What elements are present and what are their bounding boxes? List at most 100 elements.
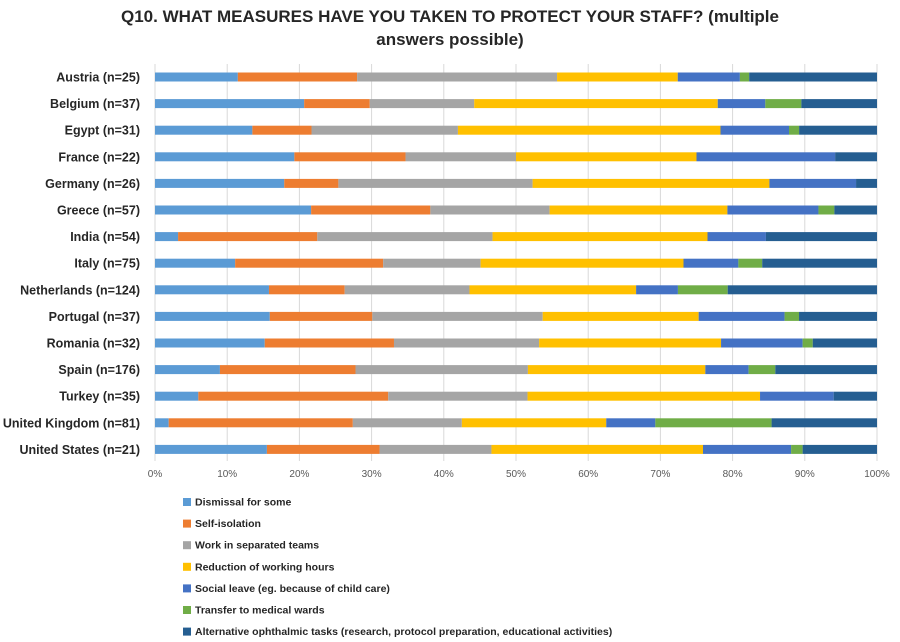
bar-segment [532,178,770,188]
category-label: Netherlands (n=124) [20,283,140,297]
legend-label: Dismissal for some [195,497,291,509]
x-tick-label: 40% [434,469,454,480]
bar-segment [294,152,406,162]
bar-segment [749,72,877,82]
category-label: Romania (n=32) [47,337,140,351]
bar-segment [802,444,877,454]
bar-segment [219,365,356,375]
bar-segment [352,418,462,428]
bar-segment [474,99,718,109]
bar-segment [268,285,345,295]
bar-segment [802,338,813,348]
category-label: Italy (n=75) [74,257,140,271]
bar-segment [304,99,370,109]
bar-segment [655,418,772,428]
bar-segment [856,178,877,188]
x-tick-label: 20% [289,469,309,480]
bar-segment [372,311,543,321]
category-label: India (n=54) [70,230,140,244]
legend-label: Reduction of working hours [195,561,335,573]
category-label: Turkey (n=35) [59,390,140,404]
x-tick-label: 70% [650,469,670,480]
bar-segment [727,285,877,295]
bar-segment [383,258,481,268]
bar-segment [388,391,528,401]
bar-segment [338,178,533,188]
bar-segment [720,125,790,135]
bar-segment [264,338,394,348]
bar-segment [311,125,458,135]
bar-segment [461,418,607,428]
bar-segment [155,178,285,188]
bar-segment [355,365,528,375]
bar-segment [155,72,238,82]
bar-segment [155,391,199,401]
bar-segment [379,444,492,454]
bar-segment [717,99,766,109]
x-tick-label: 50% [506,469,526,480]
bar-segment [818,205,835,215]
bar-segment [765,232,877,242]
bar-segment [636,285,678,295]
bar-segment [168,418,353,428]
bar-segment [317,232,493,242]
bar-segment [393,338,540,348]
bar-segment [284,178,339,188]
bar-segment [791,444,803,454]
bar-segment [155,338,265,348]
bar-segment [705,365,749,375]
x-tick-label: 0% [148,469,163,480]
bar-segment [516,152,697,162]
bar-segment [235,258,384,268]
bar-segment [698,311,785,321]
x-axis-tick-labels: 0% 10% 20% 30% 40% 50% 60% 70% 80% 90% 100% [148,469,890,480]
bar-segment [738,258,763,268]
bar-segment [405,152,516,162]
bar-segment [492,232,708,242]
bar-segment [769,178,857,188]
bar-segment [430,205,550,215]
category-label: Egypt (n=31) [65,124,140,138]
bar-segment [683,258,739,268]
bar-segment [527,365,706,375]
bar-segment [760,391,834,401]
legend-label: Work in separated teams [195,540,319,552]
bar-segment [155,258,236,268]
bar-segment [542,311,699,321]
bar-segment [155,285,269,295]
bar-segment [178,232,318,242]
category-label: Austria (n=25) [56,71,140,85]
x-tick-label: 90% [795,469,815,480]
bar-segment [812,338,877,348]
chart-title-line-2: answers possible) [376,30,523,49]
legend-swatch [183,541,191,550]
bars [155,72,877,454]
category-labels: Austria (n=25) Belgium (n=37) Egypt (n=31)… [3,71,140,457]
bar-segment [155,311,270,321]
bar-segment [480,258,684,268]
bar-segment [457,125,721,135]
legend-label: Social leave (eg. because of child care) [195,583,390,595]
bar-segment [357,72,558,82]
bar-segment [789,125,800,135]
bar-segment [707,232,766,242]
bar-segment [721,338,803,348]
legend-label: Transfer to medical wards [195,605,325,617]
legend-label: Self-isolation [195,518,261,530]
category-label: United States (n=21) [19,443,140,457]
chart-title-line-1: Q10. WHAT MEASURES HAVE YOU TAKEN TO PRO… [121,7,779,26]
bar-segment [801,99,877,109]
legend: Dismissal for some Self-isolation Work in … [183,497,612,638]
bar-segment [784,311,800,321]
bar-segment [539,338,722,348]
legend-swatch [183,627,191,636]
bar-segment [237,72,358,82]
bar-segment [266,444,380,454]
category-label: Greece (n=57) [57,204,140,218]
bar-segment [833,391,877,401]
bar-segment [557,72,678,82]
bar-segment [155,99,305,109]
bar-segment [677,72,740,82]
bar-segment [311,205,431,215]
